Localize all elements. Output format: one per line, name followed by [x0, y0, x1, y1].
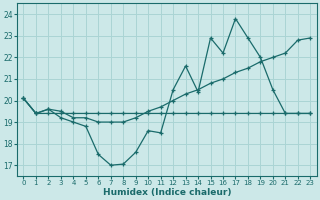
X-axis label: Humidex (Indice chaleur): Humidex (Indice chaleur): [103, 188, 231, 197]
